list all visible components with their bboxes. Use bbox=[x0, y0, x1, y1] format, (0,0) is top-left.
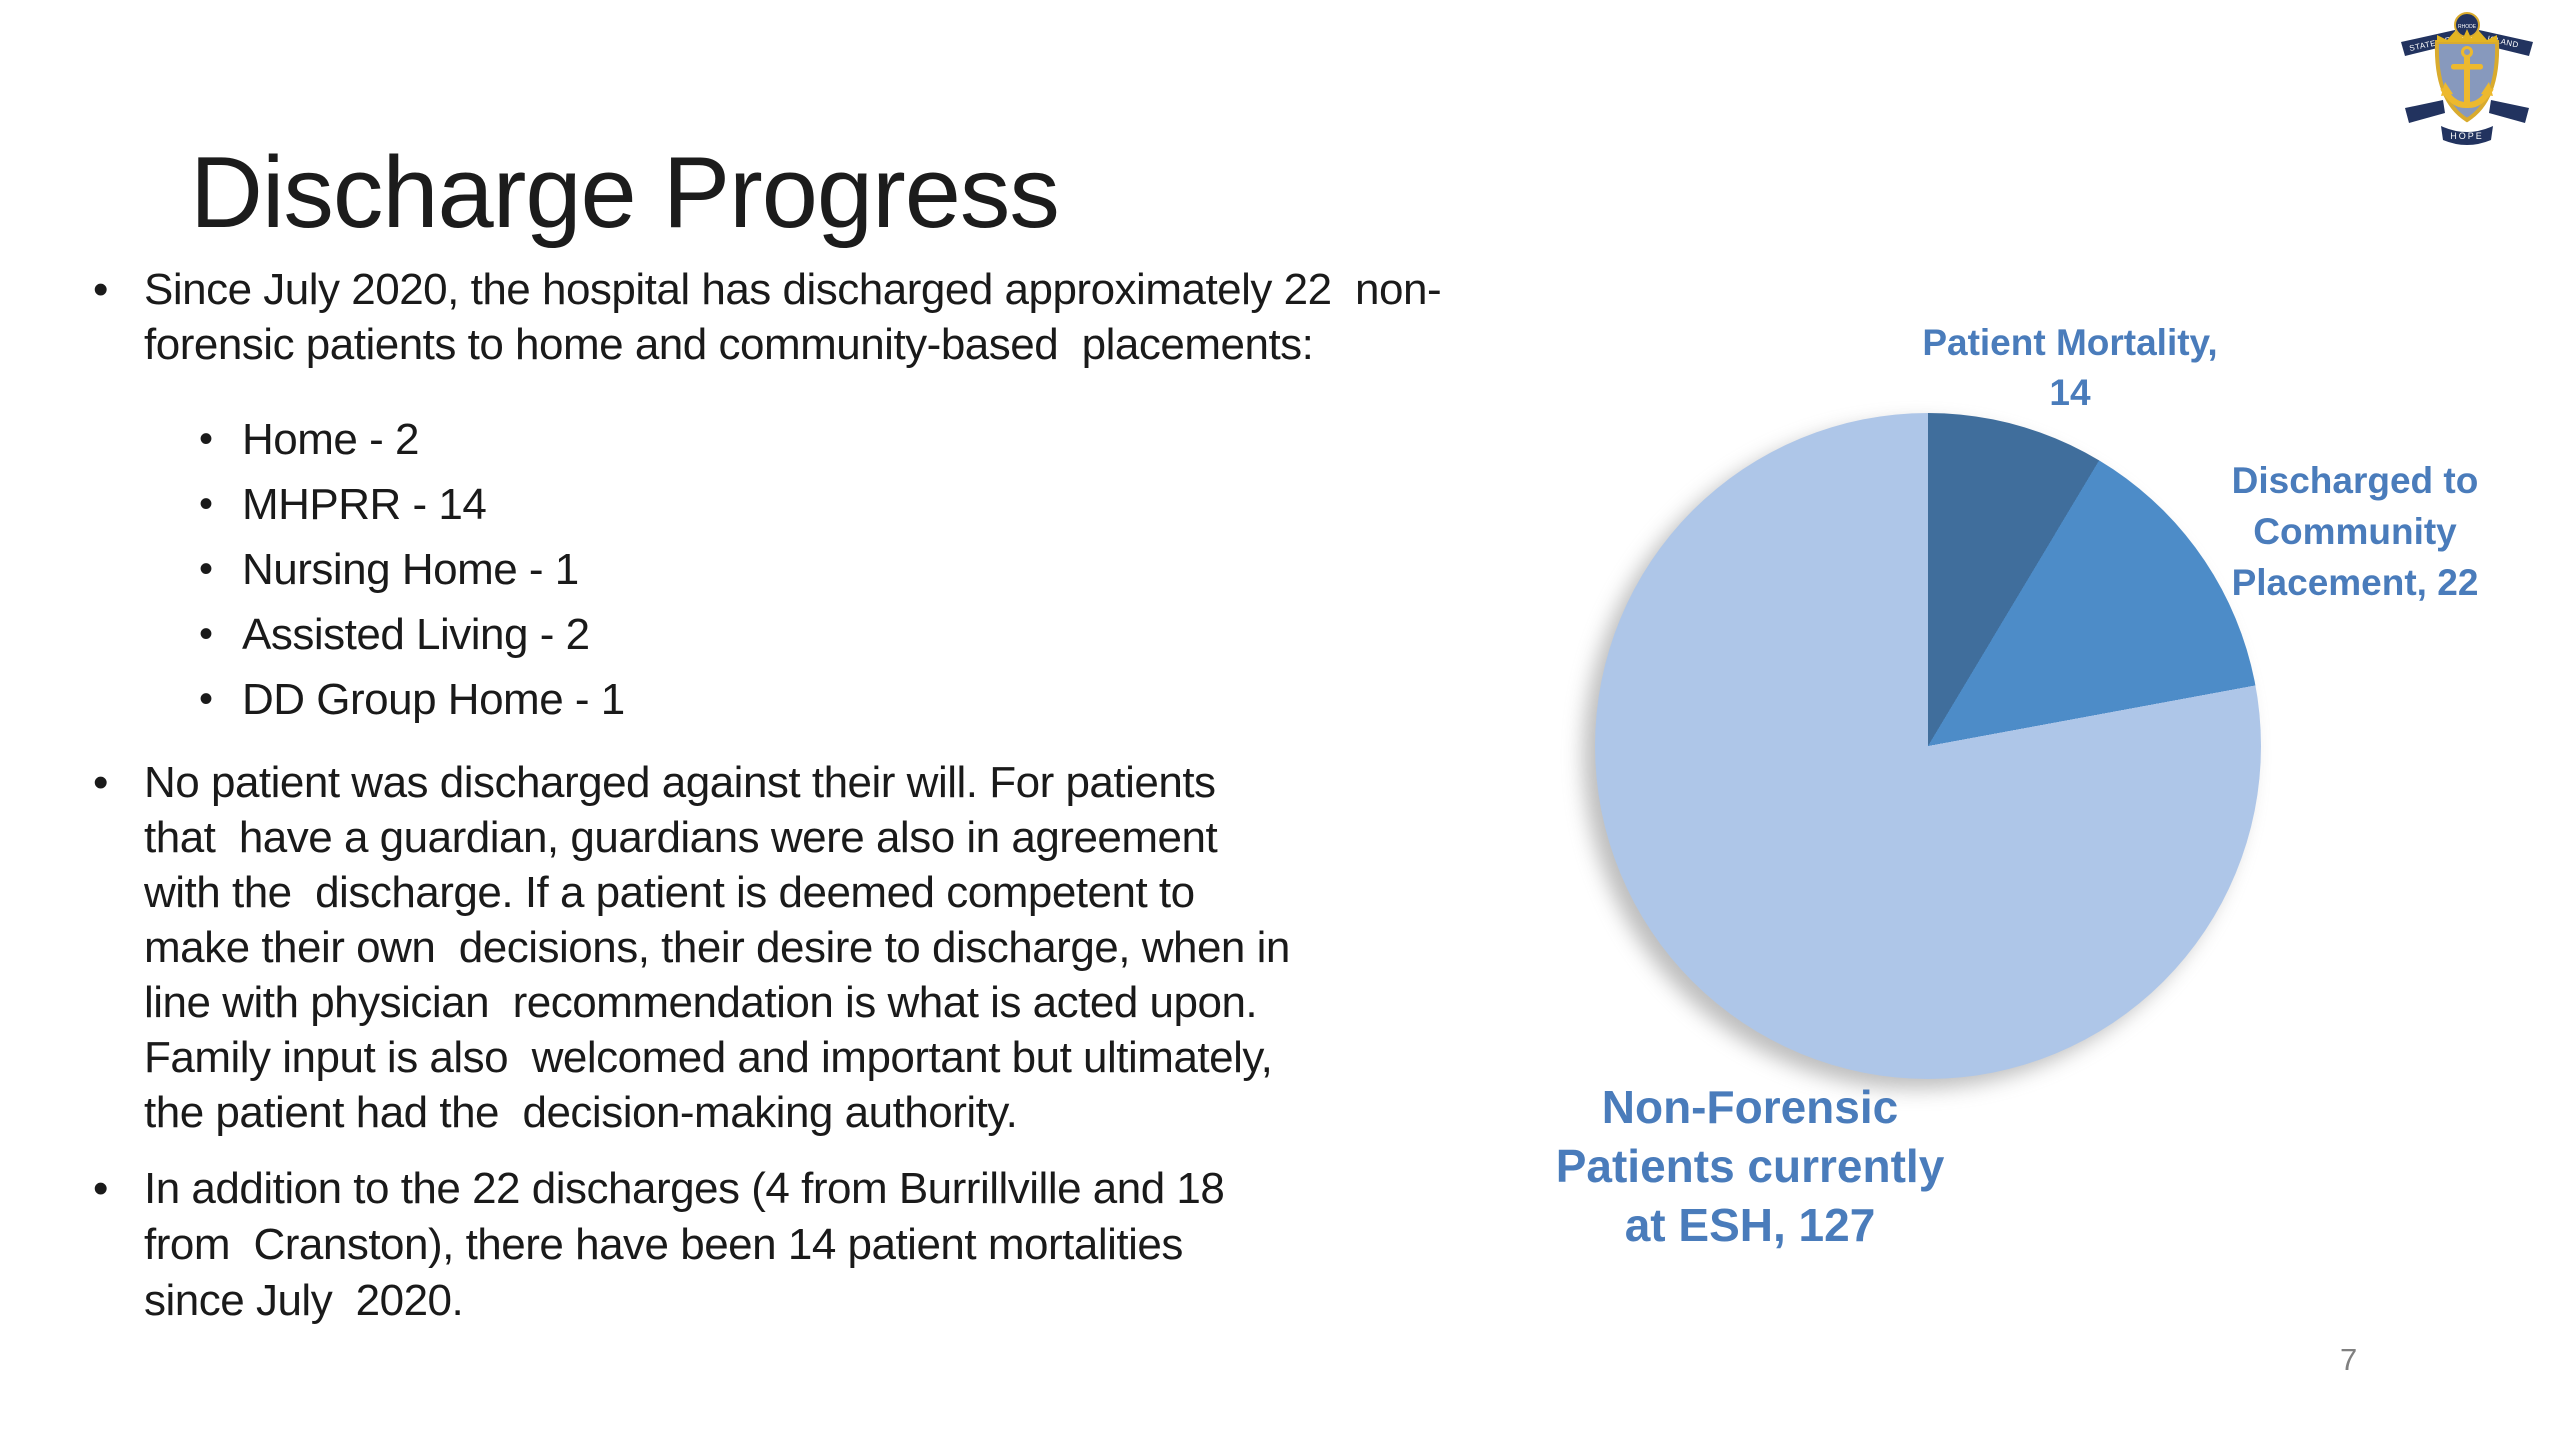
seal-ribbon-bottom-left bbox=[2405, 100, 2445, 123]
seal-ribbon-right bbox=[2476, 30, 2533, 56]
bullet-1: • Since July 2020, the hospital has disc… bbox=[93, 262, 1442, 372]
bullet-marker: • bbox=[93, 758, 109, 807]
seal-medallion-text: RHODE bbox=[2458, 24, 2477, 30]
list-item: • DD Group Home - 1 bbox=[199, 667, 625, 732]
bullet-2-text: No patient was discharged against their … bbox=[144, 758, 1290, 1137]
sub-bullet-mhprr: MHPRR - 14 bbox=[242, 480, 487, 529]
sub-bullet-assisted-living: Assisted Living - 2 bbox=[242, 610, 590, 659]
sub-bullet-dd-group-home: DD Group Home - 1 bbox=[242, 675, 625, 724]
bullet-marker: • bbox=[199, 677, 214, 721]
bullet-marker: • bbox=[199, 482, 214, 526]
sub-bullet-nursing-home: Nursing Home - 1 bbox=[242, 545, 579, 594]
seal-hope-text: HOPE bbox=[2450, 131, 2484, 141]
rhode-island-seal-logo: STATE OF ISLAND RHODE HOPE bbox=[2396, 10, 2538, 160]
seal-ribbon-left bbox=[2401, 30, 2458, 56]
pie-label-esh-patients: Non-Forensic Patients currently at ESH, … bbox=[1555, 1081, 1945, 1251]
page-title: Discharge Progress bbox=[190, 137, 1060, 249]
bullet-marker: • bbox=[93, 265, 109, 314]
seal-hope-banner bbox=[2441, 126, 2493, 145]
bullet-marker: • bbox=[199, 417, 214, 461]
list-item: • Nursing Home - 1 bbox=[199, 537, 625, 602]
list-item: • Home - 2 bbox=[199, 407, 625, 472]
sub-bullet-list: • Home - 2 • MHPRR - 14 • Nursing Home -… bbox=[199, 407, 625, 732]
seal-graphic: STATE OF ISLAND RHODE HOPE bbox=[2401, 12, 2533, 145]
list-item: • Assisted Living - 2 bbox=[199, 602, 625, 667]
seal-ribbon-bottom-right bbox=[2489, 100, 2529, 123]
sub-bullet-home: Home - 2 bbox=[242, 415, 419, 464]
anchor-icon bbox=[2440, 46, 2494, 109]
pie-label-patient-mortality: Patient Mortality, 14 bbox=[1922, 322, 2218, 413]
seal-crest bbox=[2437, 29, 2497, 42]
pie-chart bbox=[1595, 413, 2261, 1079]
bullet-marker: • bbox=[93, 1164, 109, 1213]
bullet-1-text: Since July 2020, the hospital has discha… bbox=[144, 265, 1442, 369]
list-item: • MHPRR - 14 bbox=[199, 472, 625, 537]
bullet-marker: • bbox=[199, 612, 214, 656]
pie-label-community-placement: Discharged to Community Placement, 22 bbox=[2231, 460, 2479, 603]
bullet-3-text: In addition to the 22 discharges (4 from… bbox=[144, 1164, 1225, 1325]
bullet-2: • No patient was discharged against thei… bbox=[93, 755, 1290, 1140]
bullet-3: • In addition to the 22 discharges (4 fr… bbox=[93, 1161, 1225, 1329]
bullet-marker: • bbox=[199, 547, 214, 591]
page-number: 7 bbox=[2340, 1342, 2358, 1377]
